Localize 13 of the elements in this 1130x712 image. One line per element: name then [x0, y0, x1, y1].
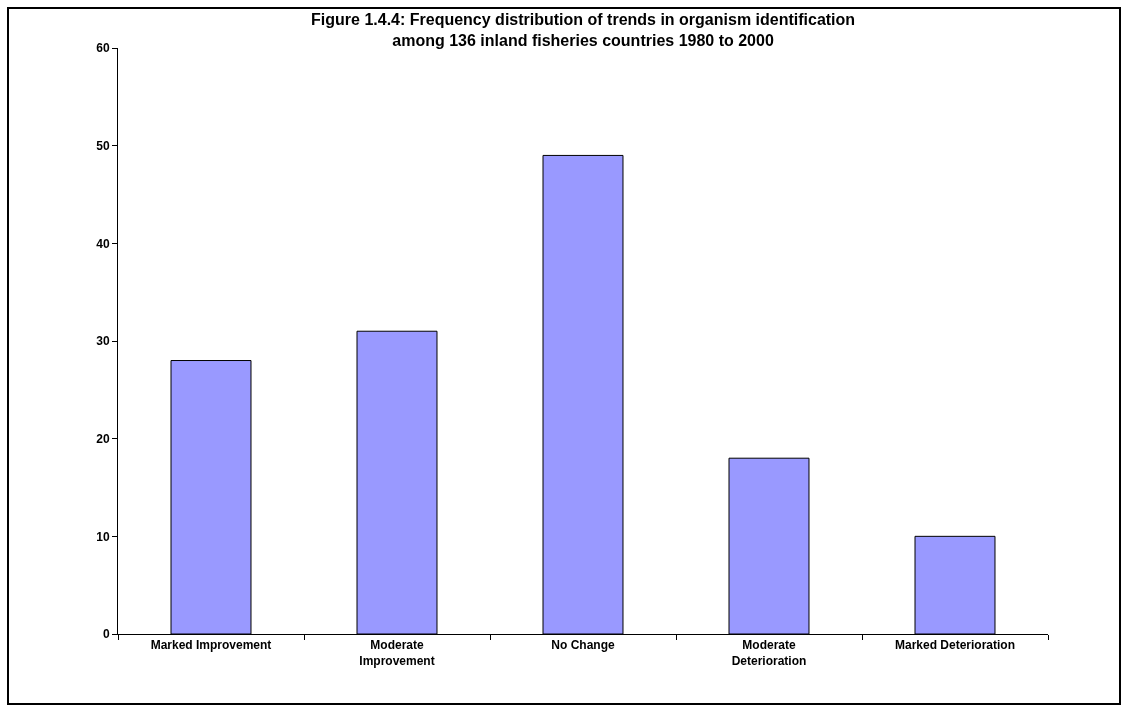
- x-tick-label: No Change: [551, 638, 615, 653]
- x-tick-label: Marked Improvement: [150, 638, 272, 653]
- chart-title: Figure 1.4.4: Frequency distribution of trends in organism identification among 136 inland fisheries countries 1980 to 2000: [311, 10, 856, 49]
- y-tick-label: 60: [96, 41, 110, 56]
- y-tick-label: 50: [96, 138, 110, 153]
- y-tick-label: 40: [96, 236, 110, 251]
- y-tick-label: 0: [102, 627, 110, 642]
- y-tick-label: 30: [96, 334, 110, 349]
- x-tick-label: Moderate Deterioration: [731, 638, 807, 668]
- y-tick-label: 20: [96, 431, 110, 446]
- x-tick-label: Marked Deterioration: [894, 638, 1016, 653]
- x-tick-label: Moderate Improvement: [359, 638, 435, 668]
- y-tick-label: 10: [96, 529, 110, 544]
